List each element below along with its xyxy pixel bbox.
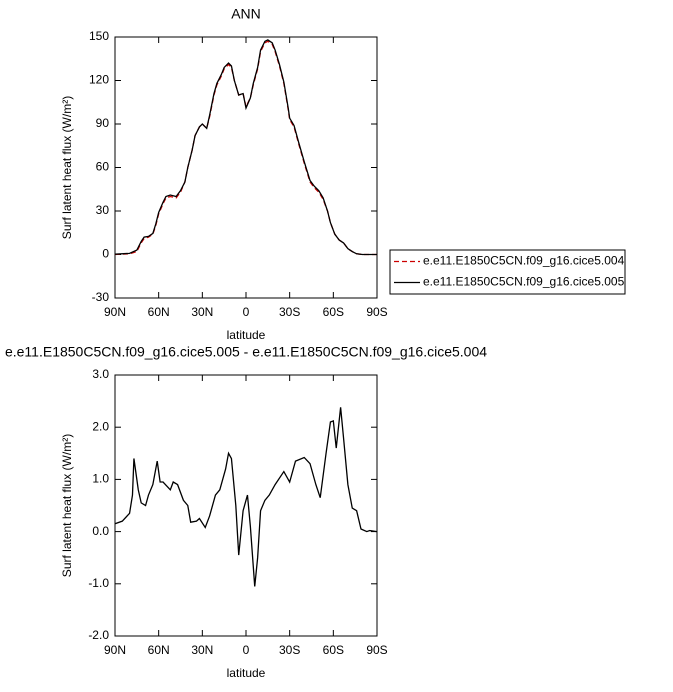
data-line xyxy=(114,39,377,256)
x-tick-label: 60N xyxy=(148,643,170,657)
y-tick-label: -1.0 xyxy=(88,576,109,590)
y-tick-label: 90 xyxy=(96,116,110,130)
x-axis-label: latitude xyxy=(227,328,266,342)
x-tick-label: 90S xyxy=(366,305,387,319)
y-tick-label: 0 xyxy=(102,247,109,261)
y-tick-label: 1.0 xyxy=(92,472,109,486)
y-tick-label: 3.0 xyxy=(92,367,109,381)
chart-title: e.e11.E1850C5CN.f09_g16.cice5.005 - e.e1… xyxy=(5,344,487,360)
legend-label: e.e11.E1850C5CN.f09_g16.cice5.004 xyxy=(423,254,625,268)
x-axis-label: latitude xyxy=(227,666,266,680)
x-tick-label: 90N xyxy=(104,643,126,657)
x-tick-label: 30N xyxy=(191,305,213,319)
legend-label: e.e11.E1850C5CN.f09_g16.cice5.005 xyxy=(423,275,625,289)
x-tick-label: 30S xyxy=(279,305,300,319)
y-tick-label: 30 xyxy=(96,203,110,217)
x-tick-label: 0 xyxy=(243,305,250,319)
legend: e.e11.E1850C5CN.f09_g16.cice5.004 e.e11.E… xyxy=(389,249,626,295)
chart-title: ANN xyxy=(231,6,261,22)
x-tick-label: 60S xyxy=(323,305,344,319)
plot-frame xyxy=(114,36,378,299)
y-tick-label: -30 xyxy=(92,290,110,304)
x-tick-label: 0 xyxy=(243,643,250,657)
x-tick-label: 60N xyxy=(148,305,170,319)
y-tick-label: 150 xyxy=(89,29,109,43)
data-line xyxy=(114,407,378,587)
x-tick-label: 30N xyxy=(191,643,213,657)
legend-box xyxy=(389,249,626,295)
y-tick-label: 120 xyxy=(89,73,109,87)
x-tick-label: 30S xyxy=(279,643,300,657)
y-axis-label: Surf latent heat flux (W/m²) xyxy=(60,434,74,577)
x-tick-label: 90N xyxy=(104,305,126,319)
x-tick-label: 60S xyxy=(323,643,344,657)
y-axis-label: Surf latent heat flux (W/m²) xyxy=(60,96,74,239)
x-tick-label: 90S xyxy=(366,643,387,657)
y-tick-label: 2.0 xyxy=(92,419,109,433)
y-tick-label: -2.0 xyxy=(88,628,109,642)
plot-frame xyxy=(114,374,378,637)
y-tick-label: 0.0 xyxy=(92,524,109,538)
data-line xyxy=(114,40,377,256)
y-tick-label: 60 xyxy=(96,160,110,174)
